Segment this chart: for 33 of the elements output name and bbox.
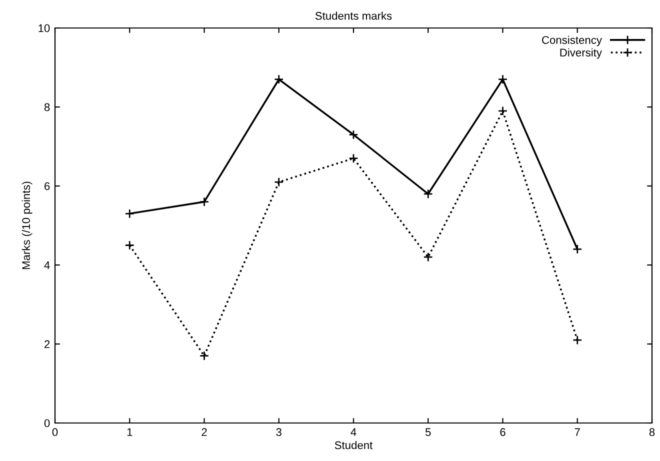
point [274, 74, 284, 84]
x-tick-label: 2 [202, 428, 207, 436]
point [498, 74, 508, 84]
point [124, 240, 134, 250]
x-tick-label: 7 [574, 428, 580, 436]
point [498, 106, 508, 116]
y-tick-label: 0 [44, 419, 50, 428]
chart-title: Students marks [315, 12, 392, 20]
x-tick-label: 3 [276, 428, 282, 436]
point [423, 252, 433, 262]
x-tick-label: 0 [52, 428, 58, 436]
x-tick-label: 1 [127, 428, 132, 436]
x-axis-title: Student [334, 440, 373, 450]
x-tick-label: 5 [425, 428, 431, 436]
x-tick-label: 8 [649, 428, 655, 436]
point [348, 130, 358, 140]
y-tick-label: 10 [38, 24, 50, 32]
point [572, 335, 582, 345]
x-tick-label: 4 [350, 428, 356, 436]
point [199, 350, 210, 361]
y-tick-label: 4 [44, 261, 50, 270]
legend-label: Consistency [542, 36, 602, 46]
point [124, 208, 134, 219]
point [423, 189, 433, 199]
point [274, 177, 284, 187]
legend-label: Diversity [560, 48, 602, 59]
point [572, 244, 582, 254]
y-tick-label: 8 [44, 103, 50, 112]
y-tick-label: 6 [44, 182, 50, 190]
point [348, 153, 358, 164]
x-tick-label: 6 [500, 428, 506, 436]
y-tick-label: 2 [44, 340, 50, 348]
y-axis-title: Marks (/10 points) [22, 182, 32, 270]
